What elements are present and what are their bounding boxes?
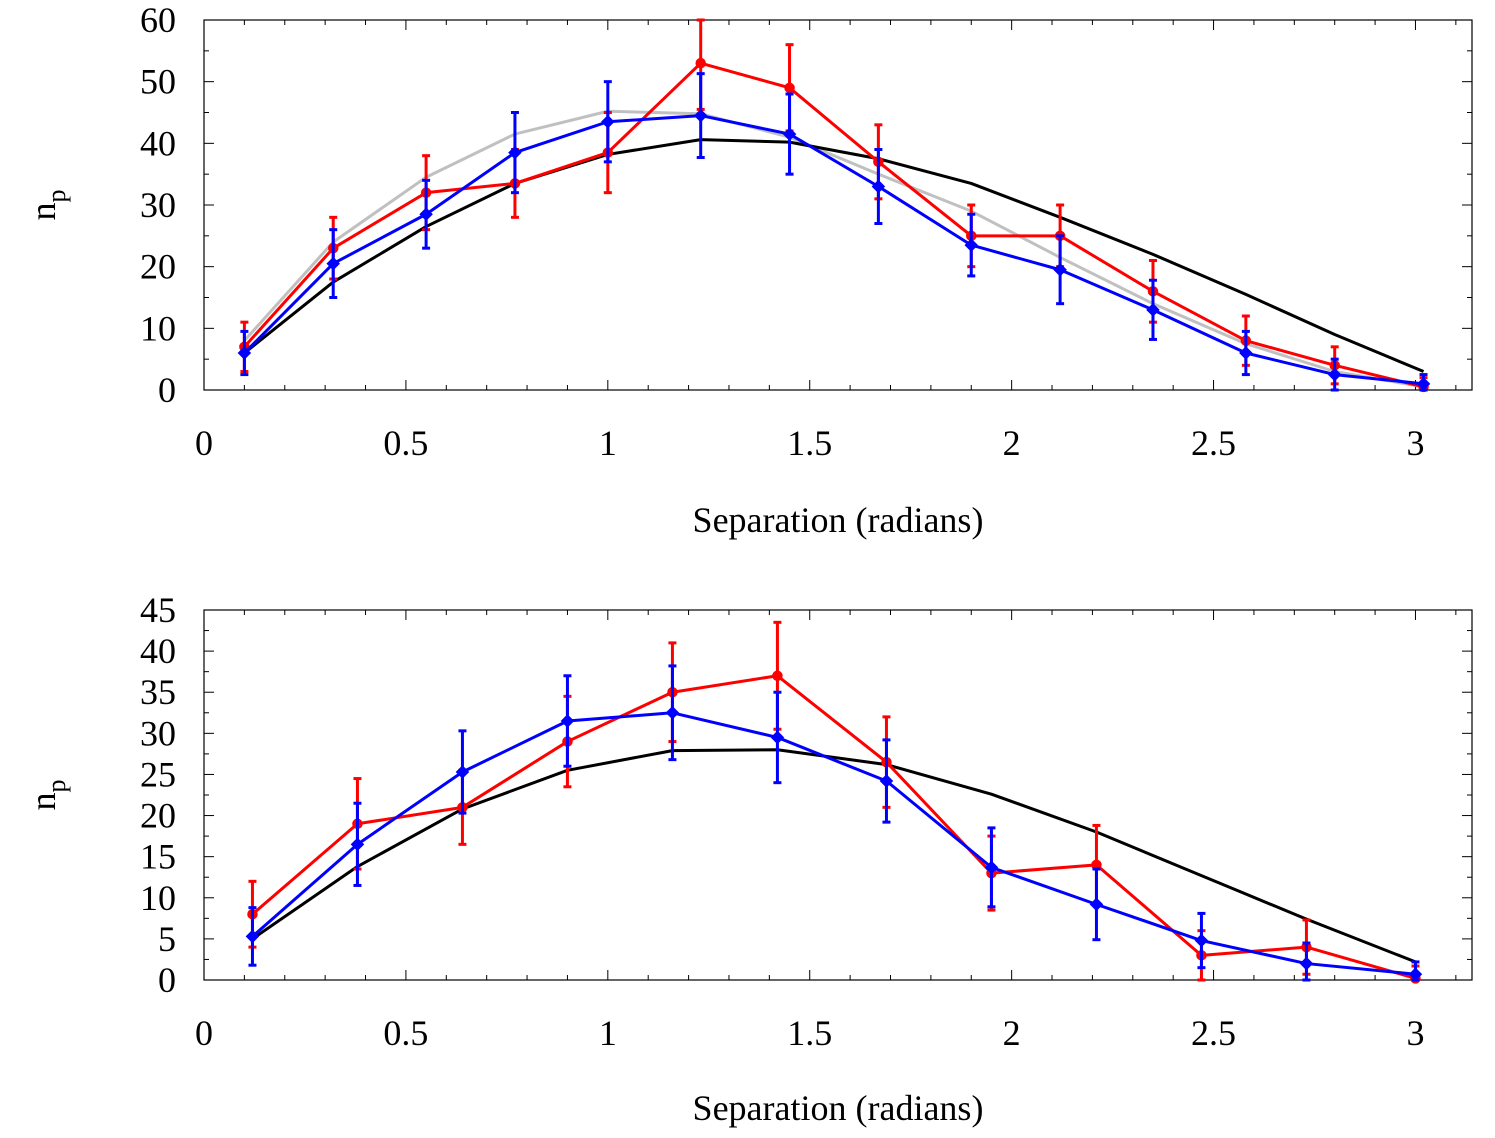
y-tick-label: 20 — [140, 796, 176, 836]
series-blue — [245, 664, 1423, 982]
data-point-blue — [879, 774, 894, 788]
x-tick-label: 0.5 — [383, 1013, 428, 1053]
y-axis-title-main: n — [23, 203, 63, 221]
data-point-blue — [1408, 967, 1423, 982]
x-tick-label: 3 — [1406, 423, 1424, 463]
data-point-blue — [350, 837, 365, 852]
y-axis-title: np — [23, 780, 71, 811]
y-tick-label: 45 — [140, 590, 176, 630]
data-point-blue — [455, 765, 470, 779]
series-line-blue — [243, 114, 1424, 386]
x-tick-label: 2.5 — [1191, 1013, 1236, 1053]
series-line-red — [243, 61, 1424, 389]
data-point-blue — [964, 238, 979, 252]
x-tick-label: 1.5 — [787, 1013, 832, 1053]
data-point-red — [695, 57, 706, 69]
data-point-blue — [245, 929, 260, 944]
series-red — [247, 620, 1421, 984]
plot-frame — [203, 609, 1473, 981]
y-tick-label: 10 — [140, 308, 176, 348]
series-black — [251, 748, 1417, 964]
y-tick-label: 60 — [140, 0, 176, 40]
bottom-chart: 0 0.5 1 1.5 2 2.5 3051015202530354045Separatio… — [23, 590, 1473, 1128]
data-point-blue — [1327, 367, 1342, 382]
x-tick-label: 2 — [1003, 1013, 1021, 1053]
series-line-blue — [251, 711, 1416, 976]
data-point-blue — [1416, 377, 1431, 391]
y-axis-title-main: n — [23, 793, 63, 811]
y-axis-title: np — [23, 190, 71, 221]
series-line-red — [251, 674, 1416, 980]
x-tick-label: 2 — [1003, 423, 1021, 463]
y-tick-label: 25 — [140, 754, 176, 794]
data-point-red — [784, 82, 795, 94]
y-tick-label: 0 — [158, 960, 176, 1000]
data-point-blue — [693, 108, 708, 123]
x-tick-label: 1.5 — [787, 423, 832, 463]
series-line-black — [243, 138, 1425, 373]
x-tick-label: 0.5 — [383, 423, 428, 463]
y-tick-label: 0 — [158, 370, 176, 410]
x-tick-label: 0 — [195, 423, 213, 463]
x-tick-label: 0 — [195, 1013, 213, 1053]
data-point-blue — [770, 730, 785, 745]
x-axis-title: Separation (radians) — [693, 500, 984, 540]
data-point-blue — [1194, 933, 1209, 948]
y-tick-label: 40 — [140, 631, 176, 671]
x-tick-label: 2.5 — [1191, 423, 1236, 463]
data-point-blue — [1239, 346, 1253, 360]
series-red — [239, 18, 1429, 393]
y-tick-label: 30 — [140, 713, 176, 753]
series-gray — [243, 109, 1424, 389]
data-point-blue — [1053, 262, 1067, 277]
y-tick-label: 30 — [140, 185, 176, 225]
plot-frame — [203, 19, 1473, 391]
data-point-blue — [782, 127, 797, 141]
y-tick-label: 15 — [140, 837, 176, 877]
data-point-blue — [419, 207, 433, 222]
x-tick-label: 3 — [1406, 1013, 1424, 1053]
y-tick-label: 10 — [140, 878, 176, 918]
data-point-blue — [601, 114, 615, 129]
data-point-blue — [1146, 303, 1160, 317]
data-point-blue — [871, 179, 886, 194]
y-tick-label: 20 — [140, 247, 176, 287]
y-tick-label: 35 — [140, 672, 176, 712]
x-tick-label: 1 — [599, 1013, 617, 1053]
data-point-blue — [1089, 897, 1104, 912]
y-axis-title-subscript: p — [42, 190, 71, 203]
series-blue — [237, 72, 1431, 392]
data-point-blue — [237, 346, 252, 360]
x-axis-title: Separation (radians) — [693, 1088, 984, 1128]
x-tick-label: 1 — [599, 423, 617, 463]
y-tick-label: 5 — [158, 919, 176, 959]
data-point-blue — [508, 145, 522, 160]
data-point-blue — [984, 860, 999, 875]
series-line-gray — [243, 109, 1424, 389]
y-tick-label: 40 — [140, 123, 176, 163]
series-line-black — [251, 748, 1417, 964]
data-point-blue — [665, 706, 680, 720]
data-point-blue — [560, 714, 575, 728]
series-black — [243, 138, 1425, 373]
y-tick-label: 50 — [140, 62, 176, 102]
data-point-blue — [326, 256, 340, 271]
data-point-blue — [1299, 956, 1314, 971]
y-axis-title-subscript: p — [42, 780, 71, 793]
data-point-red — [772, 670, 783, 682]
